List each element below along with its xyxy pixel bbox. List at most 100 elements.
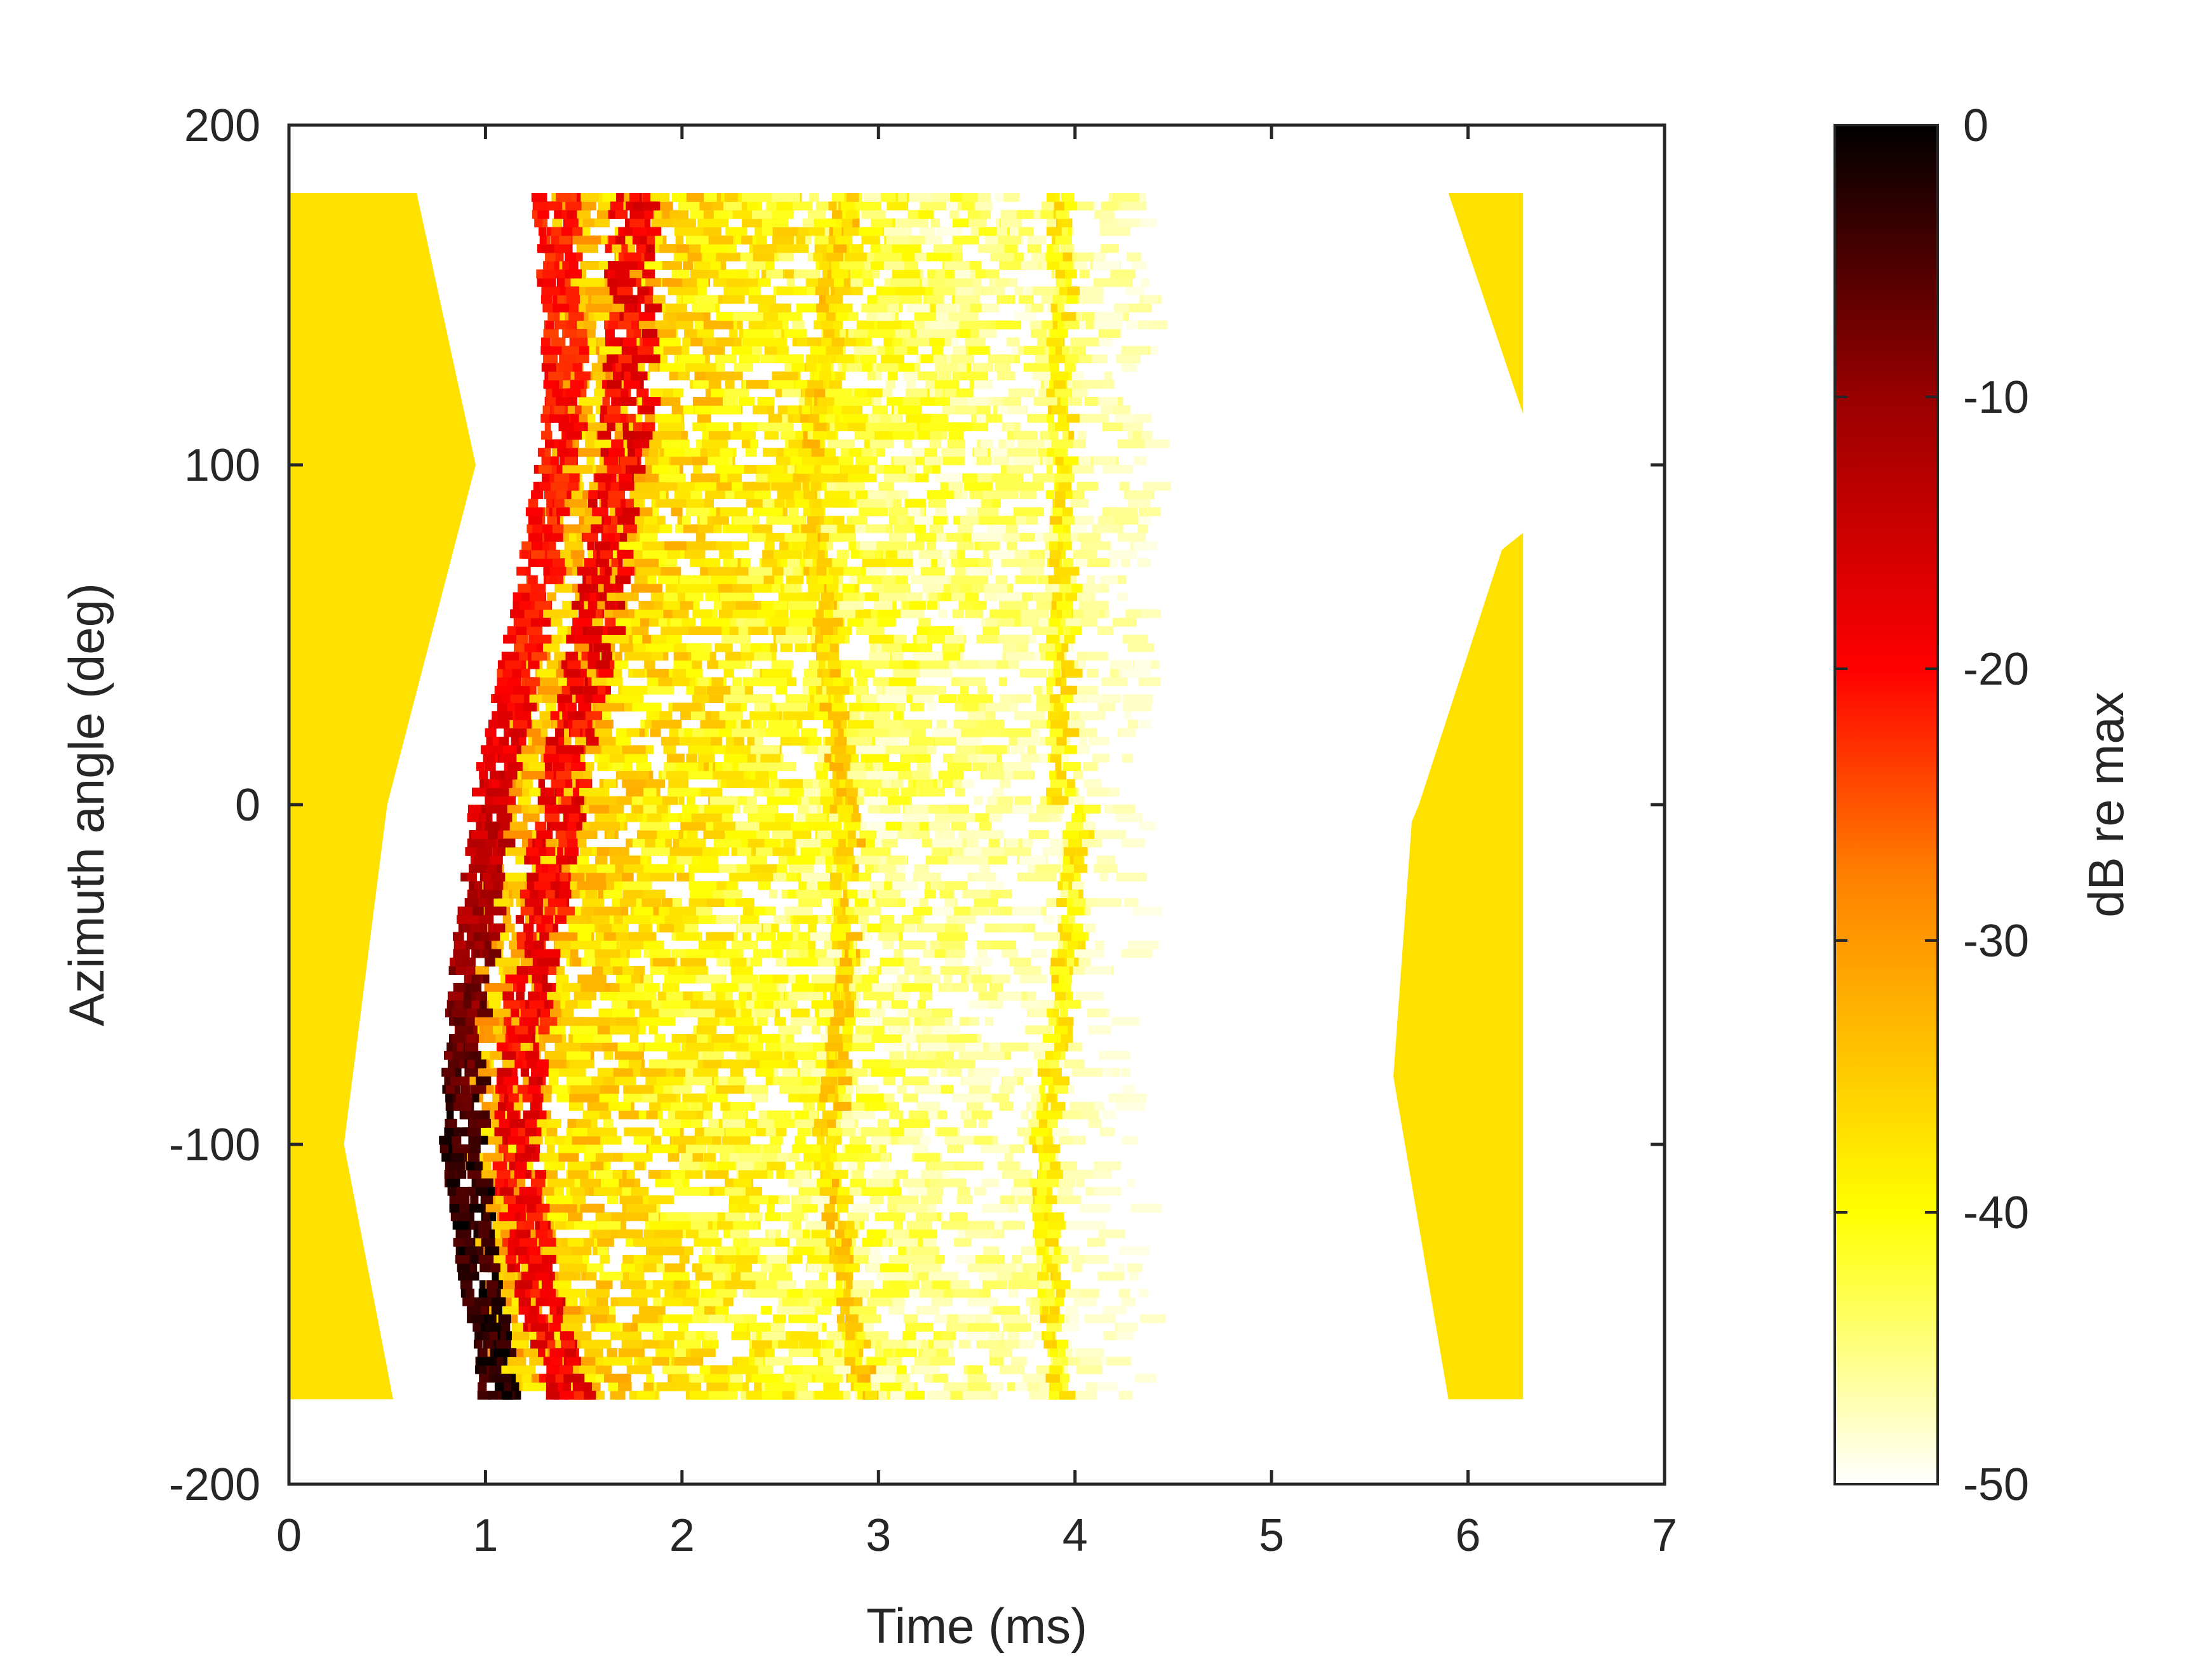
heatmap-cell xyxy=(743,1314,757,1324)
heatmap-cell xyxy=(598,923,613,933)
heatmap-cell xyxy=(579,1000,591,1009)
heatmap-cell xyxy=(622,779,646,788)
heatmap-cell xyxy=(880,805,900,814)
heatmap-cell xyxy=(888,1306,905,1315)
heatmap-cell xyxy=(901,787,916,797)
heatmap-cell xyxy=(795,1161,812,1170)
heatmap-cell xyxy=(985,702,1010,712)
heatmap-cell xyxy=(897,516,907,525)
heatmap-cell xyxy=(1086,652,1108,661)
heatmap-cell xyxy=(902,915,922,924)
heatmap-cell xyxy=(779,1085,808,1094)
heatmap-cell xyxy=(700,1186,709,1196)
heatmap-cell xyxy=(951,677,960,687)
heatmap-cell xyxy=(1075,558,1087,567)
heatmap-cell xyxy=(1014,711,1045,720)
heatmap-cell xyxy=(730,1254,758,1264)
heatmap-cell xyxy=(1109,660,1132,669)
heatmap-cell xyxy=(619,1110,639,1120)
heatmap-cell xyxy=(1099,873,1108,881)
heatmap-cell xyxy=(937,932,968,941)
heatmap-cell xyxy=(1122,702,1152,712)
heatmap-cell xyxy=(916,873,932,881)
heatmap-cell xyxy=(949,1212,968,1221)
heatmap-cell xyxy=(653,1280,673,1289)
heatmap-cell xyxy=(875,737,885,746)
heatmap-cell xyxy=(1138,677,1161,687)
heatmap-cell xyxy=(1033,1050,1045,1060)
heatmap-cell xyxy=(1003,1076,1017,1085)
heatmap-cell xyxy=(680,821,706,831)
heatmap-cell xyxy=(1005,439,1015,448)
heatmap-cell xyxy=(1084,1314,1116,1324)
heatmap-cell xyxy=(671,507,683,516)
heatmap-cell xyxy=(928,1110,938,1120)
heatmap-cell xyxy=(996,1263,1016,1273)
heatmap-cell xyxy=(915,533,937,542)
heatmap-cell xyxy=(707,566,735,576)
heatmap-cell xyxy=(1002,1170,1032,1179)
heatmap-cell xyxy=(869,1009,885,1017)
heatmap-cell xyxy=(735,601,758,610)
heatmap-cell xyxy=(974,796,983,805)
heatmap-cell xyxy=(878,481,894,491)
heatmap-cell xyxy=(942,643,960,652)
heatmap-cell xyxy=(564,541,584,551)
heatmap-cell xyxy=(697,1000,729,1009)
heatmap-cell xyxy=(907,1339,922,1349)
heatmap-cell xyxy=(761,1331,786,1341)
heatmap-cell xyxy=(706,575,737,584)
heatmap-cell xyxy=(844,770,866,780)
heatmap-cell xyxy=(725,1280,756,1289)
heatmap-cell xyxy=(716,957,730,967)
heatmap-cell xyxy=(638,1357,652,1366)
heatmap-cell xyxy=(784,906,813,916)
heatmap-cell xyxy=(733,1178,752,1188)
heatmap-cell xyxy=(619,541,642,551)
heatmap-cell xyxy=(719,549,732,559)
heatmap-cell xyxy=(568,609,578,619)
heatmap-cell xyxy=(565,1000,578,1009)
heatmap-cell xyxy=(873,1170,896,1179)
heatmap-cell xyxy=(704,1306,716,1315)
heatmap-cell xyxy=(1117,439,1145,448)
heatmap-cell xyxy=(785,694,810,703)
heatmap-cell xyxy=(570,1025,598,1035)
heatmap-cell xyxy=(718,609,733,619)
heatmap-cell xyxy=(787,1229,803,1238)
heatmap-cell xyxy=(651,1136,661,1145)
heatmap-cell xyxy=(902,1178,925,1188)
heatmap-cell xyxy=(692,694,709,703)
heatmap-cell xyxy=(615,1017,638,1026)
heatmap-cell xyxy=(705,1289,718,1298)
heatmap-cell xyxy=(1106,1357,1131,1366)
heatmap-cell xyxy=(549,1009,561,1017)
heatmap-cell xyxy=(967,1263,998,1273)
heatmap-cell xyxy=(974,1186,986,1196)
heatmap-cell xyxy=(1071,1263,1083,1273)
heatmap-cell xyxy=(895,652,904,661)
heatmap-cell xyxy=(939,941,965,949)
heatmap-cell xyxy=(1129,1271,1139,1281)
heatmap-cell xyxy=(1073,1136,1084,1145)
heatmap-cell xyxy=(1001,728,1031,737)
heatmap-cell xyxy=(941,652,960,661)
heatmap-cell xyxy=(862,1059,890,1069)
heatmap-cell xyxy=(988,490,1019,499)
heatmap-cell xyxy=(932,1009,953,1017)
heatmap-cell xyxy=(662,601,680,610)
heatmap-cell xyxy=(609,753,626,763)
heatmap-cell xyxy=(862,702,877,712)
heatmap-cell xyxy=(647,813,662,822)
heatmap-cell xyxy=(666,1212,689,1221)
heatmap-cell xyxy=(1002,1221,1017,1230)
heatmap-cell xyxy=(1092,1170,1112,1179)
heatmap-cell xyxy=(676,1297,703,1306)
heatmap-cell xyxy=(959,558,979,567)
heatmap-cell xyxy=(962,702,979,712)
heatmap-cell xyxy=(582,1110,600,1120)
heatmap-cell xyxy=(803,1153,825,1162)
heatmap-cell xyxy=(770,465,784,474)
heatmap-cell xyxy=(671,1034,687,1043)
heatmap-cell xyxy=(807,1263,822,1273)
